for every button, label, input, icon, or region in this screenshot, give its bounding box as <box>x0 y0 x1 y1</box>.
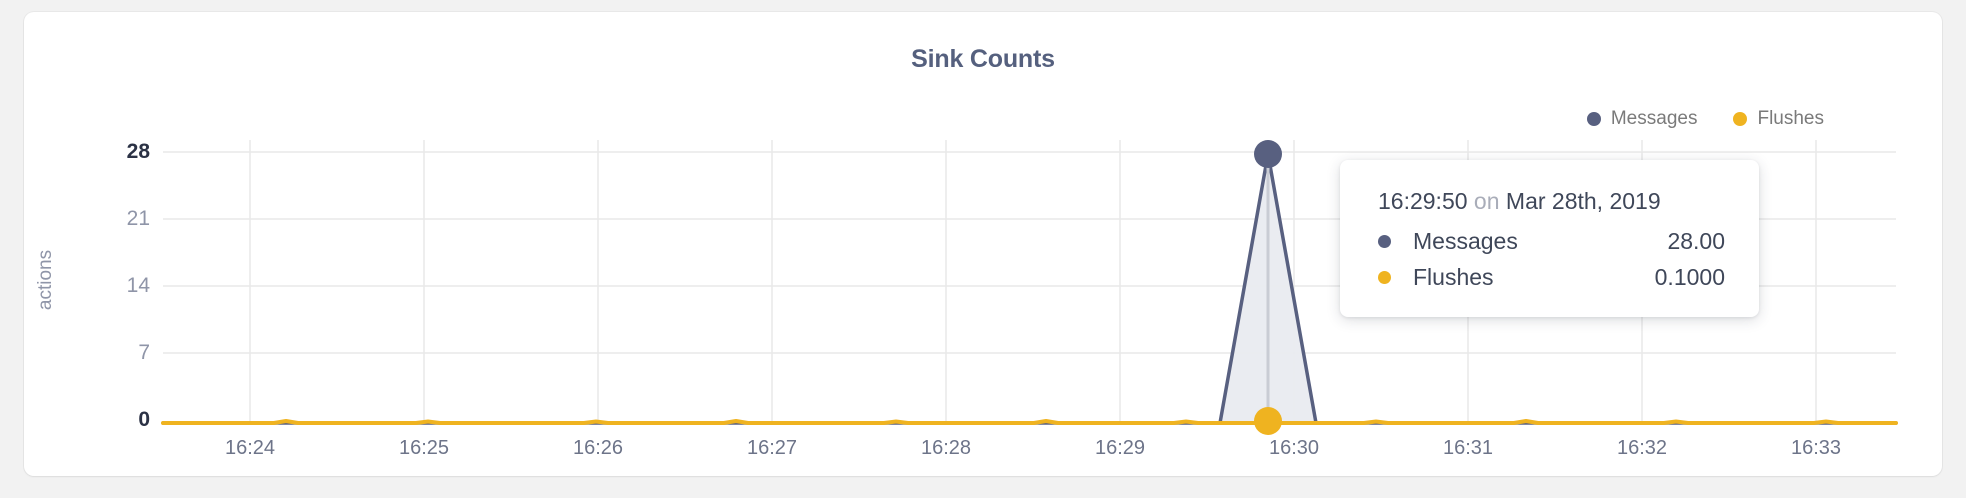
tooltip-row-flushes: Flushes 0.1000 <box>1378 264 1725 291</box>
x-tick-4: 16:28 <box>920 437 972 459</box>
chart-card: Sink Counts Messages Flushes actions 28 … <box>24 12 1942 476</box>
flushes-line <box>161 417 1898 425</box>
y-tick-14: 14 <box>126 274 150 297</box>
tooltip-on-word: on <box>1473 188 1500 214</box>
chart-svg <box>161 140 1898 435</box>
tooltip-row-messages: Messages 28.00 <box>1378 228 1725 255</box>
x-tick-7: 16:31 <box>1442 437 1494 459</box>
tooltip-timestamp: 16:29:50 on Mar 28th, 2019 <box>1378 188 1725 215</box>
tooltip-series-name: Flushes <box>1413 264 1494 290</box>
tooltip-time: 16:29:50 <box>1378 188 1468 214</box>
x-tick-8: 16:32 <box>1616 437 1668 459</box>
x-tick-3: 16:27 <box>746 437 798 459</box>
chart-legend: Messages Flushes <box>1586 108 1824 130</box>
page-title: Sink Counts <box>911 45 1055 73</box>
vertical-gridlines <box>249 140 1817 424</box>
plot-area[interactable]: actions 28 21 14 7 0 16:24 16:25 16:26 1… <box>24 12 1942 476</box>
chart-tooltip: 16:29:50 on Mar 28th, 2019 Messages 28.0… <box>1340 160 1759 317</box>
legend-label: Flushes <box>1757 108 1824 129</box>
tooltip-series-name: Messages <box>1413 228 1518 254</box>
legend-item-messages[interactable]: Messages <box>1586 108 1698 130</box>
series-dot-icon <box>1586 112 1601 126</box>
legend-item-flushes[interactable]: Flushes <box>1733 108 1824 130</box>
hover-marker-flushes <box>1254 407 1282 435</box>
x-tick-0: 16:24 <box>224 437 276 459</box>
tooltip-series-value: 0.1000 <box>1654 264 1725 290</box>
tooltip-date: Mar 28th, 2019 <box>1505 188 1661 214</box>
series-dot-icon <box>1378 235 1391 248</box>
series-dot-icon <box>1378 271 1391 284</box>
x-tick-2: 16:26 <box>572 437 624 459</box>
x-tick-1: 16:25 <box>398 437 450 459</box>
y-tick-0: 0 <box>138 408 150 431</box>
hover-marker-messages <box>1254 140 1282 168</box>
y-tick-28: 28 <box>126 140 150 163</box>
series-dot-icon <box>1733 112 1748 126</box>
tooltip-series-value: 28.00 <box>1667 228 1725 254</box>
x-tick-5: 16:29 <box>1094 437 1146 459</box>
y-tick-21: 21 <box>126 207 150 230</box>
y-tick-7: 7 <box>138 341 150 364</box>
legend-label: Messages <box>1610 108 1698 129</box>
x-tick-6: 16:30 <box>1268 437 1320 459</box>
x-tick-9: 16:33 <box>1790 437 1842 459</box>
